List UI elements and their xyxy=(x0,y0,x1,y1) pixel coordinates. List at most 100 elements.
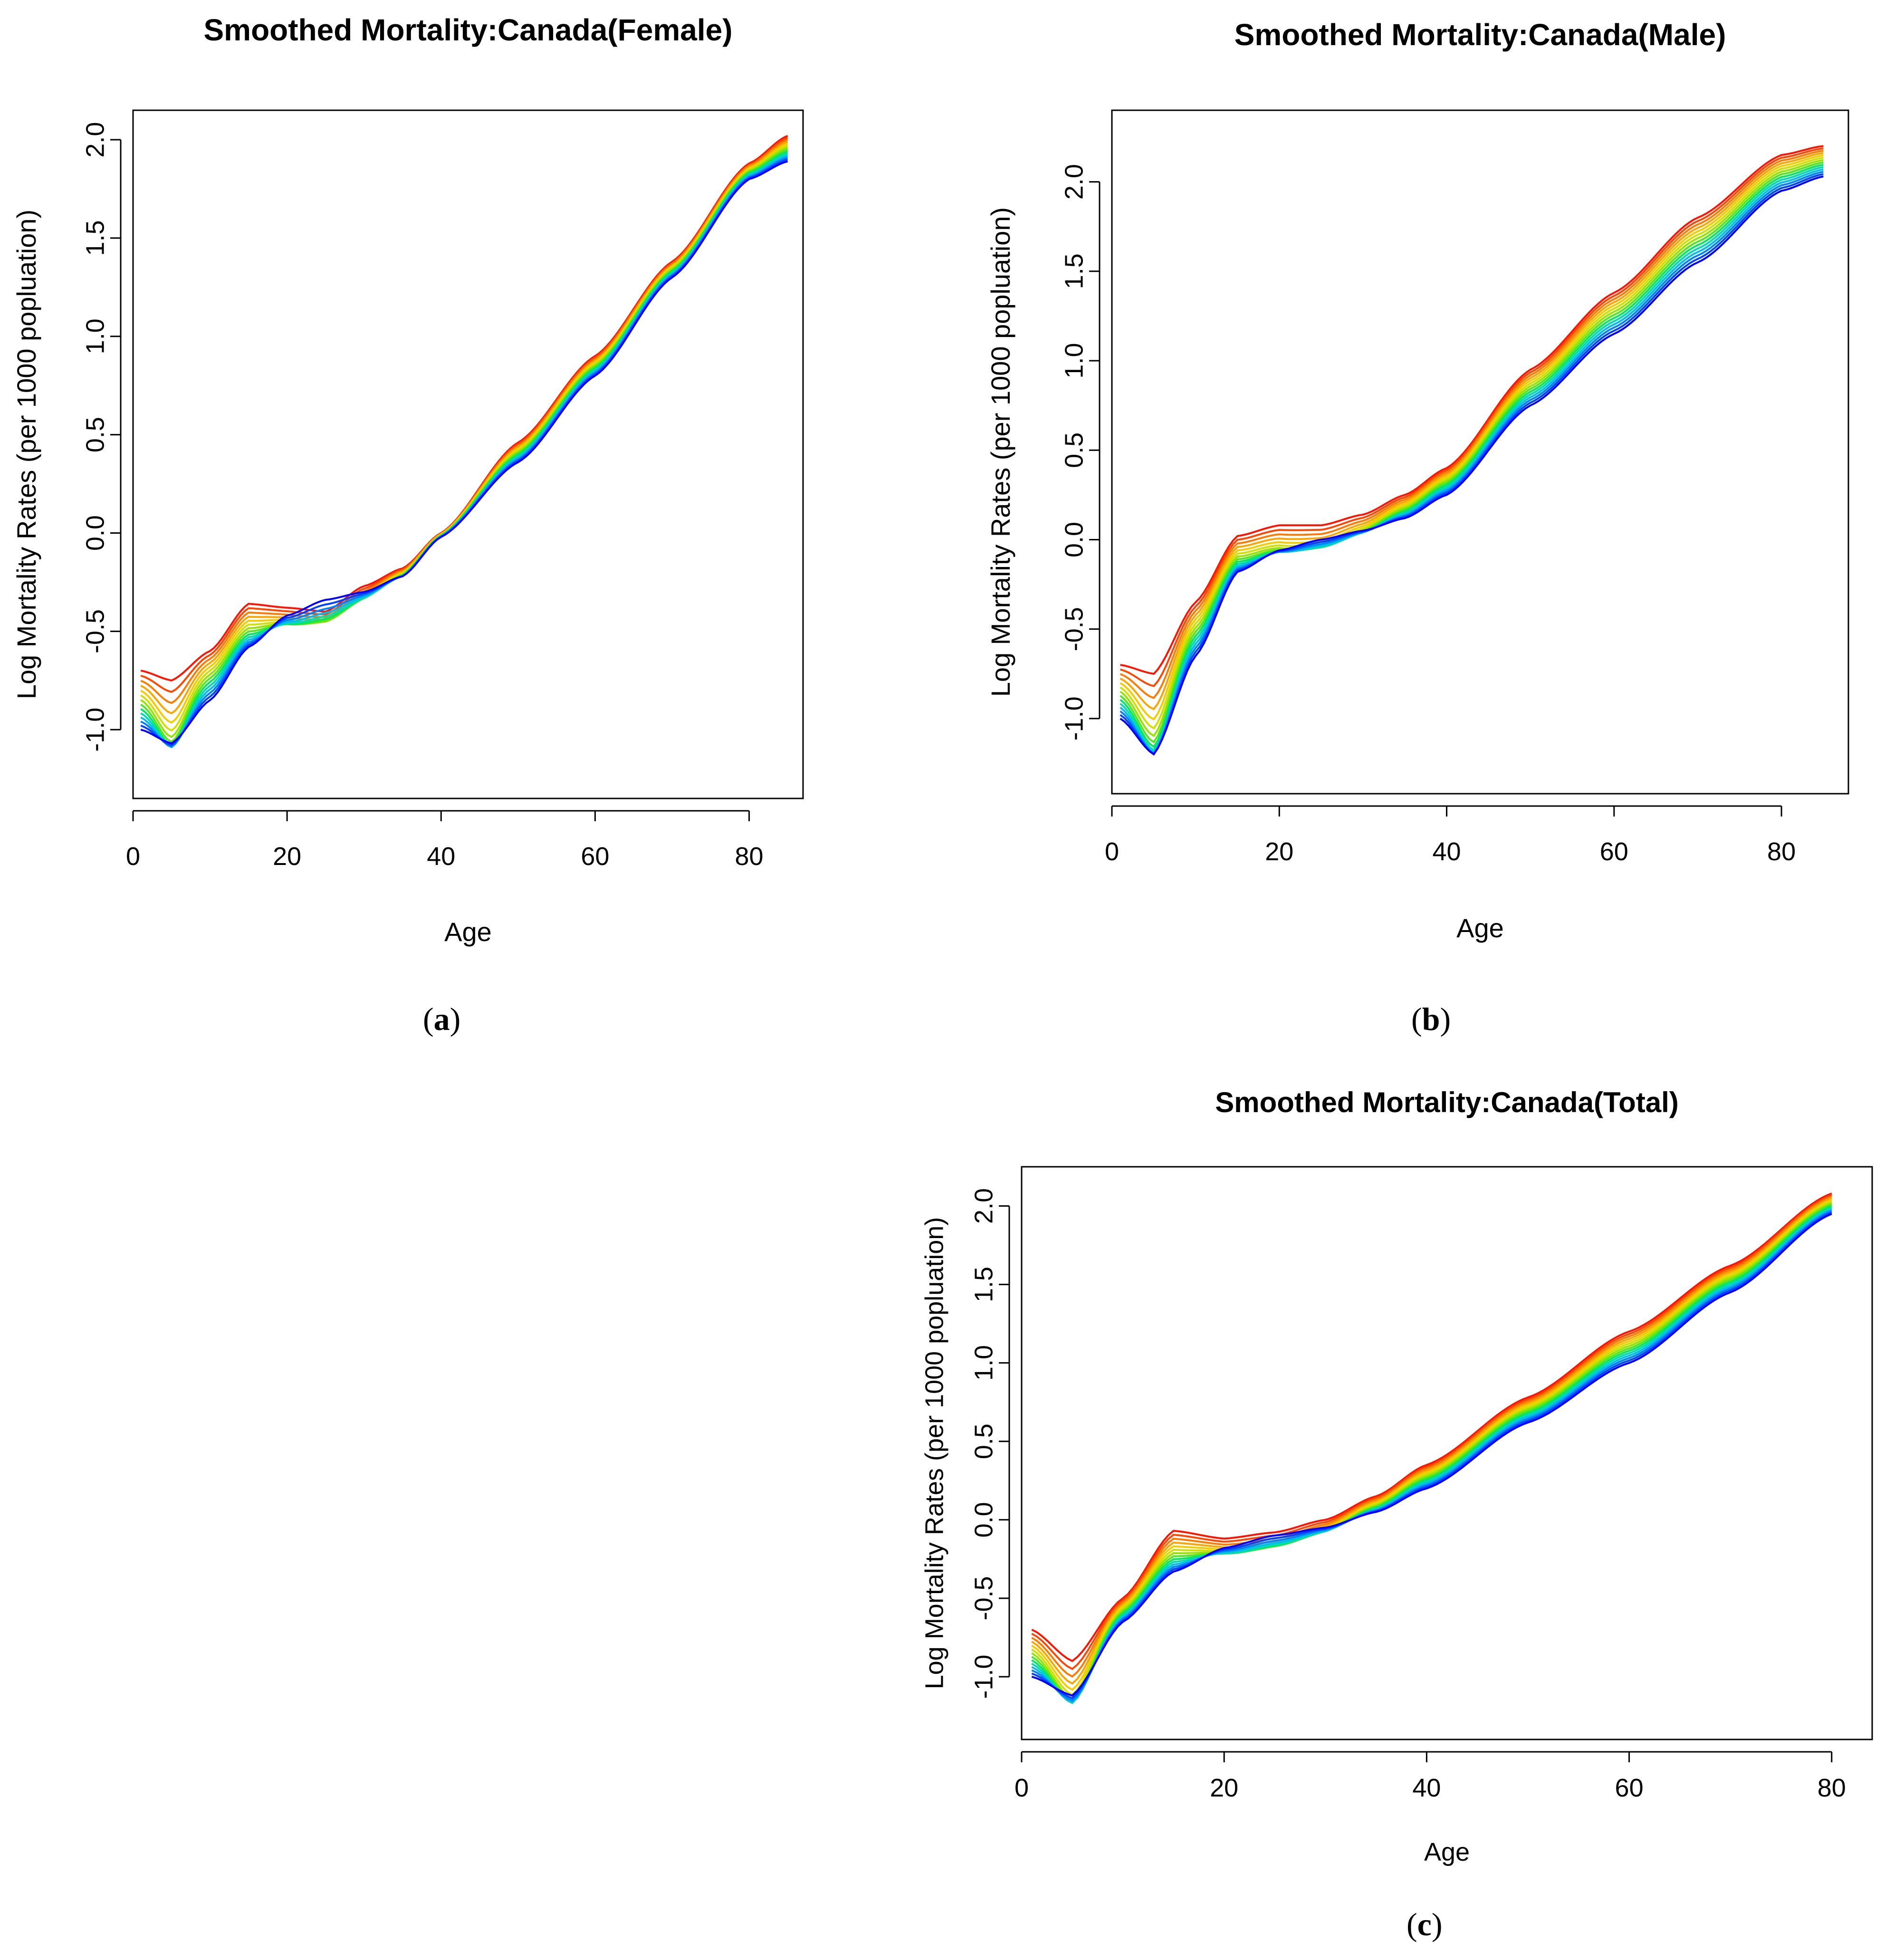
y-tick-label: -0.5 xyxy=(1060,607,1088,651)
x-tick-label: 20 xyxy=(1210,1774,1238,1802)
caption-open: ( xyxy=(1411,1001,1422,1037)
series-line xyxy=(140,135,788,682)
x-axis-label: Age xyxy=(1424,1838,1470,1866)
x-tick-label: 60 xyxy=(1615,1774,1644,1802)
series-line xyxy=(1120,154,1824,721)
series-line xyxy=(1031,1210,1832,1702)
y-tick-label: -1.0 xyxy=(969,1654,998,1699)
chart-title: Smoothed Mortality:Canada(Female) xyxy=(203,13,732,47)
y-tick-label: 1.0 xyxy=(81,318,109,354)
y-tick-label: 2.0 xyxy=(969,1188,998,1224)
series-line xyxy=(1120,156,1824,730)
series-line xyxy=(1120,161,1824,744)
series-line xyxy=(1031,1206,1832,1704)
x-axis-label: Age xyxy=(444,917,492,947)
y-tick-label: 0.5 xyxy=(969,1423,998,1459)
x-tick-label: 60 xyxy=(581,842,609,871)
x-tick-label: 80 xyxy=(735,842,764,871)
series-line xyxy=(140,141,788,715)
series-group xyxy=(140,135,788,749)
y-tick-label: 1.5 xyxy=(969,1267,998,1302)
y-tick-label: 0.0 xyxy=(969,1502,998,1537)
chart-title: Smoothed Mortality:Canada(Total) xyxy=(1215,1086,1679,1118)
series-line xyxy=(1120,171,1824,755)
series-line xyxy=(1120,152,1824,711)
x-tick-label: 40 xyxy=(1433,837,1461,866)
caption-close: ) xyxy=(1440,1001,1451,1037)
series-line xyxy=(1031,1194,1832,1671)
caption-c: (c) xyxy=(1407,1906,1443,1943)
series-line xyxy=(1031,1211,1832,1700)
series-line xyxy=(1031,1200,1832,1696)
y-tick-label: -1.0 xyxy=(1060,696,1088,740)
y-axis-label: Log Mortality Rates (per 1000 popluation… xyxy=(986,207,1015,697)
x-tick-label: 0 xyxy=(1105,837,1119,866)
x-tick-label: 80 xyxy=(1818,1774,1846,1802)
series-line xyxy=(1031,1192,1832,1662)
y-tick-label: 1.0 xyxy=(969,1345,998,1381)
x-tick-label: 20 xyxy=(1265,837,1293,866)
series-line xyxy=(140,160,788,745)
series-group xyxy=(1031,1192,1832,1704)
chart-male: Smoothed Mortality:Canada(Male) 0 20 40 60 80… xyxy=(986,18,1849,943)
chart-panel-female: Smoothed Mortality:Canada(Female) 0 20 40 60… xyxy=(0,0,855,1037)
chart-panel-total: Smoothed Mortality:Canada(Total) 0 20 40 60 8… xyxy=(903,1069,1877,1960)
y-tick-label: 0.0 xyxy=(1060,522,1088,557)
series-line xyxy=(1120,163,1824,749)
series-line xyxy=(1120,145,1824,675)
y-tick-label: 1.5 xyxy=(1060,253,1088,289)
series-line xyxy=(1120,168,1824,754)
y-tick-label: -0.5 xyxy=(969,1576,998,1620)
y-tick-label: 1.0 xyxy=(1060,343,1088,378)
series-line xyxy=(1031,1208,1832,1703)
x-tick-label: 20 xyxy=(273,842,301,871)
series-line xyxy=(1031,1195,1832,1678)
series-line xyxy=(1120,150,1824,699)
x-axis-label: Age xyxy=(1456,913,1504,943)
y-axis-label: Log Mortality Rates (per 1000 popluation… xyxy=(920,1217,948,1690)
y-tick-label: 0.0 xyxy=(81,515,109,551)
series-line xyxy=(1120,175,1824,756)
chart-total: Smoothed Mortality:Canada(Total) 0 20 40 60 8… xyxy=(920,1086,1873,1866)
chart-female: Smoothed Mortality:Canada(Female) 0 20 40 60… xyxy=(11,13,804,947)
x-tick-label: 40 xyxy=(1412,1774,1441,1802)
y-tick-label: -1.0 xyxy=(81,708,109,752)
caption-close: ) xyxy=(1431,1906,1443,1942)
y-axis-label: Log Mortality Rates (per 1000 popluation… xyxy=(11,210,41,699)
x-tick-label: 0 xyxy=(126,842,140,871)
y-tick-label: 2.0 xyxy=(1060,164,1088,200)
series-line xyxy=(1120,147,1824,687)
series-line xyxy=(1031,1199,1832,1691)
caption-letter: a xyxy=(433,1001,450,1037)
series-group xyxy=(1120,145,1824,756)
y-tick-label: -0.5 xyxy=(81,609,109,653)
y-tick-label: 0.5 xyxy=(81,417,109,452)
caption-close: ) xyxy=(450,1001,461,1037)
x-tick-label: 40 xyxy=(427,842,455,871)
caption-letter: b xyxy=(1422,1001,1440,1037)
series-line xyxy=(1031,1203,1832,1703)
y-tick-label: 1.5 xyxy=(81,220,109,256)
series-line xyxy=(1031,1213,1832,1697)
x-tick-label: 80 xyxy=(1767,837,1796,866)
plot-frame xyxy=(132,109,804,799)
series-line xyxy=(1031,1202,1832,1700)
chart-title: Smoothed Mortality:Canada(Male) xyxy=(1234,18,1726,52)
series-line xyxy=(1120,173,1824,756)
y-tick-label: 2.0 xyxy=(81,122,109,158)
chart-panel-male: Smoothed Mortality:Canada(Male) 0 20 40 60 80… xyxy=(974,0,1877,1037)
series-line xyxy=(1120,166,1824,752)
plot-frame xyxy=(1021,1166,1873,1740)
series-line xyxy=(140,137,788,693)
caption-b: (b) xyxy=(1411,1000,1451,1038)
series-line xyxy=(1120,159,1824,738)
x-tick-label: 0 xyxy=(1014,1774,1029,1802)
series-line xyxy=(1031,1205,1832,1704)
x-tick-label: 60 xyxy=(1600,837,1628,866)
y-tick-label: 0.5 xyxy=(1060,432,1088,468)
plot-frame xyxy=(1111,109,1849,795)
caption-a: (a) xyxy=(423,1000,460,1038)
series-line xyxy=(1031,1197,1832,1685)
caption-open: ( xyxy=(1407,1906,1417,1942)
caption-open: ( xyxy=(423,1001,434,1037)
